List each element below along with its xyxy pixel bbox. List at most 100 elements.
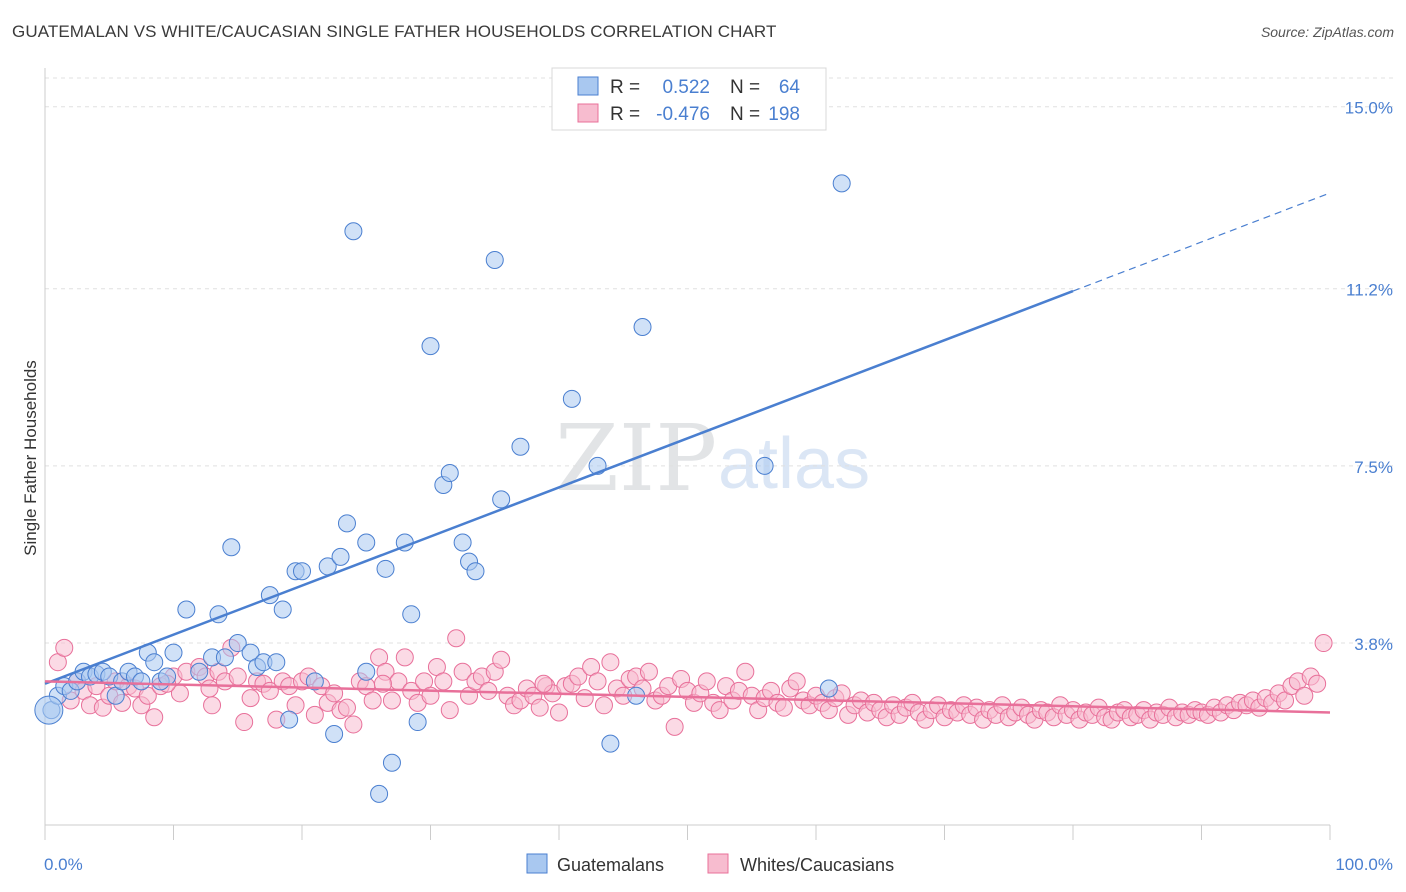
legend-label-whites-caucasians: Whites/Caucasians bbox=[740, 855, 894, 875]
data-point bbox=[331, 547, 350, 566]
data-point bbox=[158, 667, 177, 686]
data-point bbox=[357, 533, 376, 552]
data-point bbox=[222, 538, 241, 557]
legend-swatch-guatemalans bbox=[526, 853, 548, 874]
data-point bbox=[562, 389, 581, 408]
data-point bbox=[550, 703, 568, 722]
y-axis-label: Single Father Households bbox=[21, 360, 40, 556]
data-point bbox=[190, 662, 209, 681]
x-tick-label-min: 0.0% bbox=[44, 855, 83, 874]
data-point bbox=[434, 672, 453, 691]
data-point bbox=[530, 698, 549, 717]
legend-swatch-whites-caucasians bbox=[707, 853, 729, 874]
data-point bbox=[235, 713, 254, 732]
data-point bbox=[665, 717, 684, 736]
data-point bbox=[440, 701, 459, 720]
data-point bbox=[511, 437, 530, 456]
stats-legend-swatch-blue bbox=[577, 76, 599, 96]
stats-n-value-2: 198 bbox=[768, 104, 800, 125]
y-tick-labels: 3.8% 7.5% 11.2% 15.0% bbox=[1345, 99, 1393, 654]
data-point bbox=[601, 653, 620, 672]
data-point bbox=[215, 648, 234, 667]
data-point bbox=[382, 753, 401, 772]
data-point bbox=[492, 490, 511, 509]
data-point bbox=[373, 674, 392, 693]
data-point bbox=[145, 653, 164, 672]
data-point bbox=[273, 600, 292, 619]
data-point bbox=[370, 784, 389, 803]
stats-n-label-2: N = bbox=[730, 104, 760, 125]
x-tick-label-max: 100.0% bbox=[1335, 855, 1393, 874]
data-point bbox=[55, 638, 74, 657]
data-point bbox=[337, 698, 356, 717]
data-point bbox=[534, 674, 553, 693]
data-point bbox=[241, 689, 260, 708]
data-point bbox=[164, 643, 183, 662]
watermark: ZIP atlas bbox=[555, 405, 870, 512]
data-point bbox=[588, 672, 607, 691]
data-point bbox=[569, 667, 588, 686]
data-point bbox=[305, 705, 324, 724]
data-point bbox=[357, 662, 376, 681]
trend-line-guatemalans bbox=[44, 289, 1074, 685]
stats-n-label-1: N = bbox=[730, 77, 760, 98]
trend-line-whites-caucasians bbox=[44, 680, 1331, 714]
data-point bbox=[145, 708, 164, 727]
data-point bbox=[325, 725, 344, 744]
data-point bbox=[228, 634, 247, 653]
data-point bbox=[466, 562, 485, 581]
trend-lines bbox=[44, 192, 1331, 714]
y-tick-label: 15.0% bbox=[1345, 99, 1393, 118]
legend-label-guatemalans: Guatemalans bbox=[557, 855, 664, 875]
data-point bbox=[639, 662, 658, 681]
series-guatemalans bbox=[34, 174, 851, 803]
data-point bbox=[200, 679, 219, 698]
data-point bbox=[1314, 634, 1333, 653]
data-point bbox=[402, 605, 421, 624]
data-point bbox=[408, 713, 427, 732]
data-point bbox=[34, 695, 64, 725]
data-point bbox=[382, 691, 401, 710]
trend-line-guatemalans-extension bbox=[1072, 192, 1331, 292]
y-tick-label: 11.2% bbox=[1346, 281, 1393, 300]
data-point bbox=[1308, 674, 1327, 693]
data-point bbox=[832, 174, 851, 193]
data-point bbox=[774, 698, 793, 717]
data-point bbox=[344, 222, 363, 241]
gridlines bbox=[45, 77, 1393, 644]
data-point bbox=[305, 672, 324, 691]
data-point bbox=[203, 696, 222, 715]
data-point bbox=[337, 514, 356, 533]
data-point bbox=[819, 679, 838, 698]
y-tick-label: 7.5% bbox=[1354, 458, 1393, 477]
data-point bbox=[755, 456, 774, 475]
data-point bbox=[177, 600, 196, 619]
data-point bbox=[601, 734, 620, 753]
data-point bbox=[710, 701, 729, 720]
data-point bbox=[485, 250, 504, 269]
chart-title: GUATEMALAN VS WHITE/CAUCASIAN SINGLE FAT… bbox=[12, 22, 777, 41]
data-point bbox=[267, 653, 286, 672]
y-tick-label: 3.8% bbox=[1354, 635, 1393, 654]
stats-legend: R = 0.522 N = 64 R = -0.476 N = 198 bbox=[551, 67, 827, 131]
data-point bbox=[453, 662, 472, 681]
stats-r-value-1: 0.522 bbox=[662, 77, 710, 98]
data-point bbox=[376, 559, 395, 578]
stats-r-label-1: R = bbox=[610, 77, 640, 98]
data-point bbox=[736, 662, 755, 681]
stats-r-label-2: R = bbox=[610, 104, 640, 125]
stats-legend-swatch-pink bbox=[577, 103, 599, 123]
data-point bbox=[395, 648, 414, 667]
data-point bbox=[440, 464, 459, 483]
data-point bbox=[293, 562, 311, 581]
data-point bbox=[492, 650, 511, 669]
watermark-atlas: atlas bbox=[718, 424, 870, 504]
data-point bbox=[1295, 686, 1314, 705]
source-credit: Source: ZipAtlas.com bbox=[1260, 24, 1394, 40]
data-point bbox=[594, 696, 613, 715]
stats-r-value-2: -0.476 bbox=[656, 104, 710, 125]
data-point bbox=[453, 533, 472, 552]
data-point bbox=[697, 672, 716, 691]
data-point bbox=[787, 672, 806, 691]
